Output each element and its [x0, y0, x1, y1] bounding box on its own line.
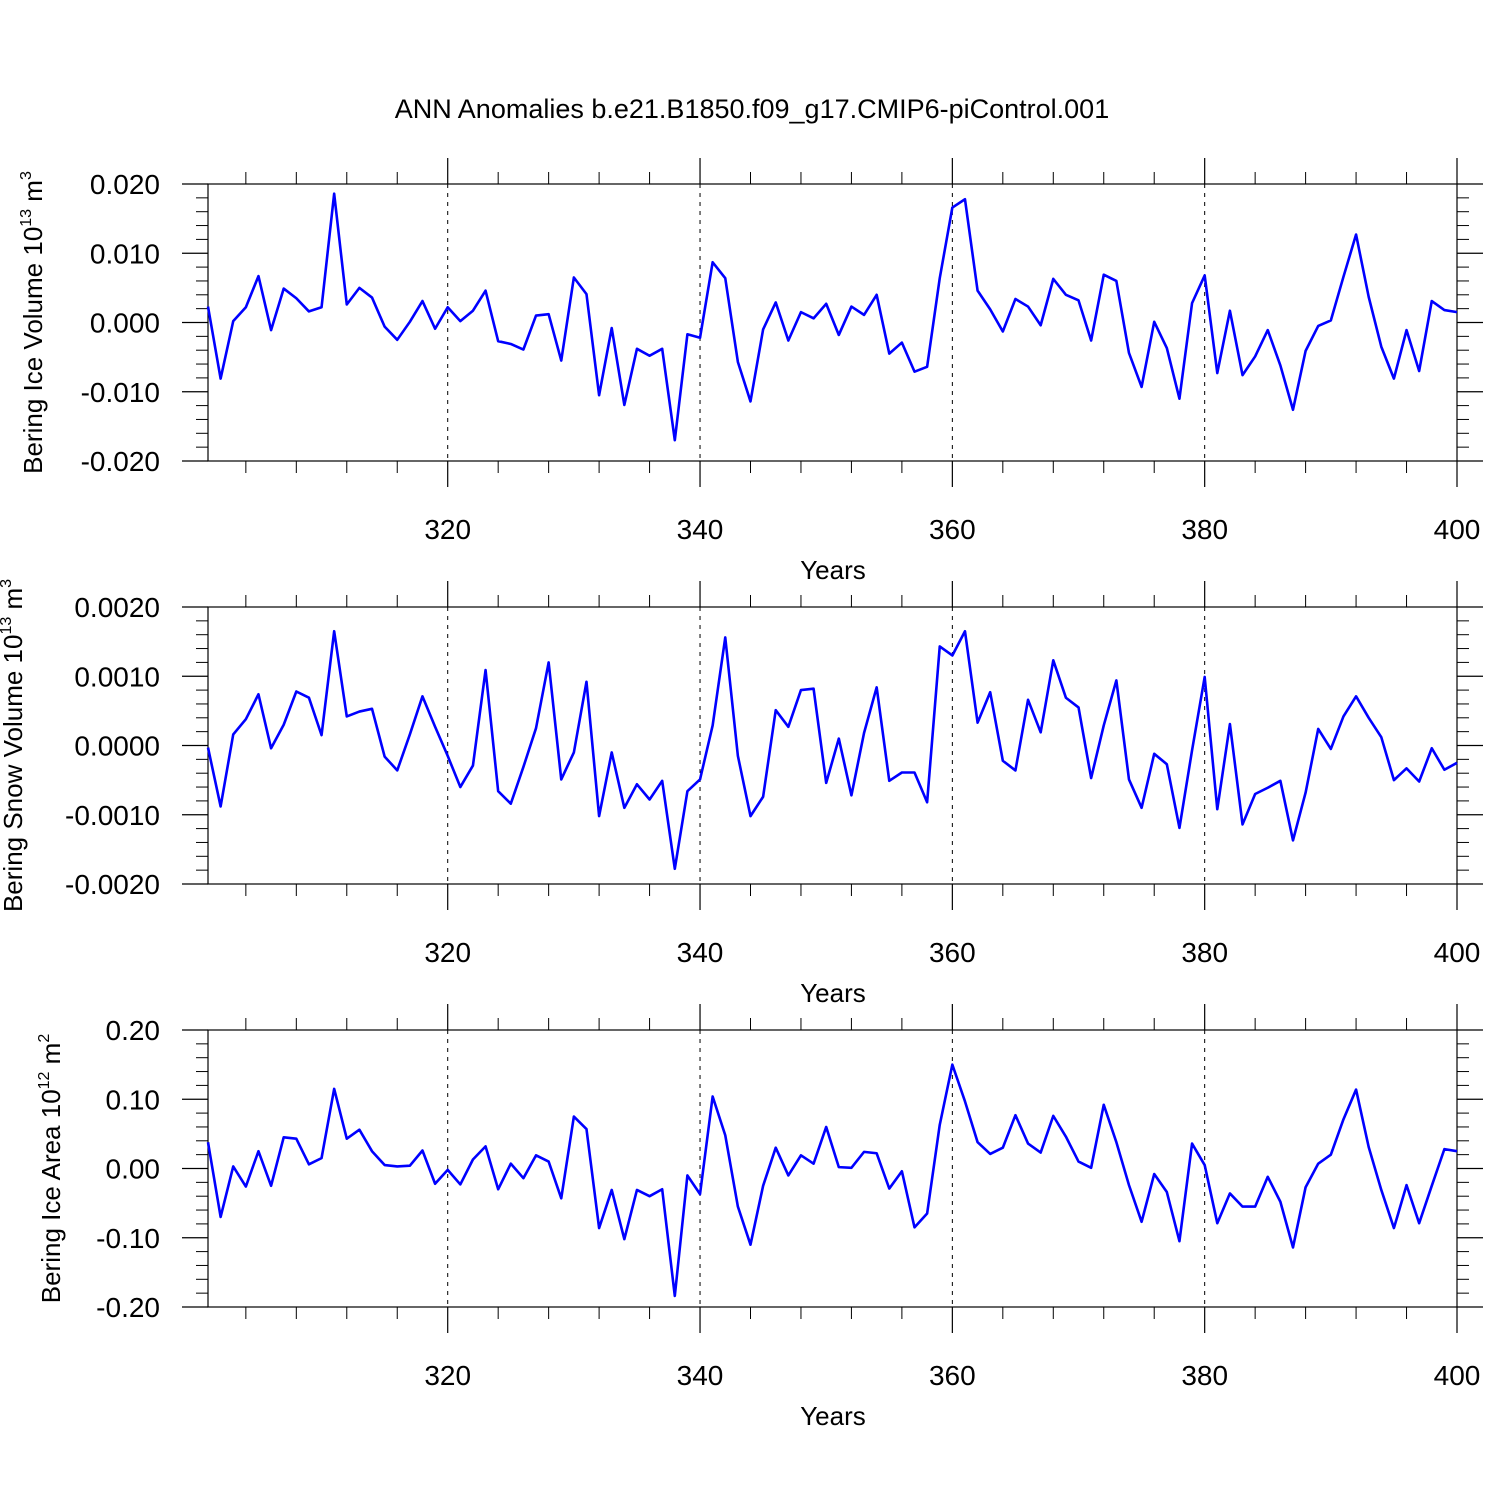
series-line-bering-ice-area	[206, 1063, 1458, 1298]
series-line-bering-snow-volume	[206, 629, 1458, 871]
y-tick-label: -0.020	[81, 446, 160, 477]
figure-title: ANN Anomalies b.e21.B1850.f09_g17.CMIP6-…	[395, 94, 1109, 124]
panels: 320 340 360 380 400 0.020 0.010 0.000 -0.010 -0.0…	[0, 158, 1483, 1431]
panel-bering-ice-volume: 320 340 360 380 400 0.020 0.010 0.000 -0.010 -0.0…	[18, 158, 1483, 585]
panel-bering-snow-volume: 320 340 360 380 400 0.0020 0.0010 0.0000 -0.0010…	[0, 579, 1483, 1008]
y-axis-label: Bering Ice Volume 1013 m3	[18, 171, 48, 474]
x-tick-label-360: 360	[929, 1360, 976, 1391]
x-tick-label-340: 340	[677, 1360, 724, 1391]
x-tick-label-320: 320	[424, 937, 471, 968]
x-tick-label-320: 320	[424, 514, 471, 545]
y-tick-label: 0.020	[90, 169, 160, 200]
plot-frame	[207, 1029, 1458, 1308]
x-tick-label-360: 360	[929, 937, 976, 968]
y-axis-label: Bering Snow Volume 1013 m3	[0, 579, 28, 912]
y-tick-label: 0.0000	[74, 731, 160, 762]
y-tick-label: 0.010	[90, 238, 160, 269]
x-tick-label-320: 320	[424, 1360, 471, 1391]
panel-bering-ice-area: 320 340 360 380 400 0.20 0.10 0.00 -0.10 -0.20 Yea…	[36, 1004, 1483, 1431]
y-tick-label: 0.0010	[74, 661, 160, 692]
y-tick-label: -0.20	[96, 1292, 160, 1323]
y-tick-label: -0.10	[96, 1223, 160, 1254]
y-tick-label: -0.0010	[65, 800, 160, 831]
x-tick-label-380: 380	[1181, 514, 1228, 545]
y-tick-label: -0.0020	[65, 869, 160, 900]
x-tick-label-400: 400	[1434, 514, 1481, 545]
x-axis-label: Years	[800, 978, 866, 1008]
x-tick-label-400: 400	[1434, 937, 1481, 968]
series-line-bering-ice-volume	[206, 192, 1458, 442]
x-tick-label-380: 380	[1181, 937, 1228, 968]
x-axis-label: Years	[800, 1401, 866, 1431]
x-tick-label-400: 400	[1434, 1360, 1481, 1391]
y-tick-label: 0.00	[106, 1154, 161, 1185]
x-tick-label-340: 340	[677, 937, 724, 968]
y-tick-label: 0.0020	[74, 592, 160, 623]
x-tick-label-360: 360	[929, 514, 976, 545]
y-tick-label: 0.20	[106, 1015, 161, 1046]
x-tick-label-340: 340	[677, 514, 724, 545]
y-tick-label: 0.000	[90, 308, 160, 339]
x-tick-label-380: 380	[1181, 1360, 1228, 1391]
y-axis-label: Bering Ice Area 1012 m2	[36, 1034, 66, 1304]
y-tick-label: -0.010	[81, 377, 160, 408]
x-axis-label: Years	[800, 555, 866, 585]
y-tick-label: 0.10	[106, 1084, 161, 1115]
plot-frame	[207, 606, 1458, 885]
